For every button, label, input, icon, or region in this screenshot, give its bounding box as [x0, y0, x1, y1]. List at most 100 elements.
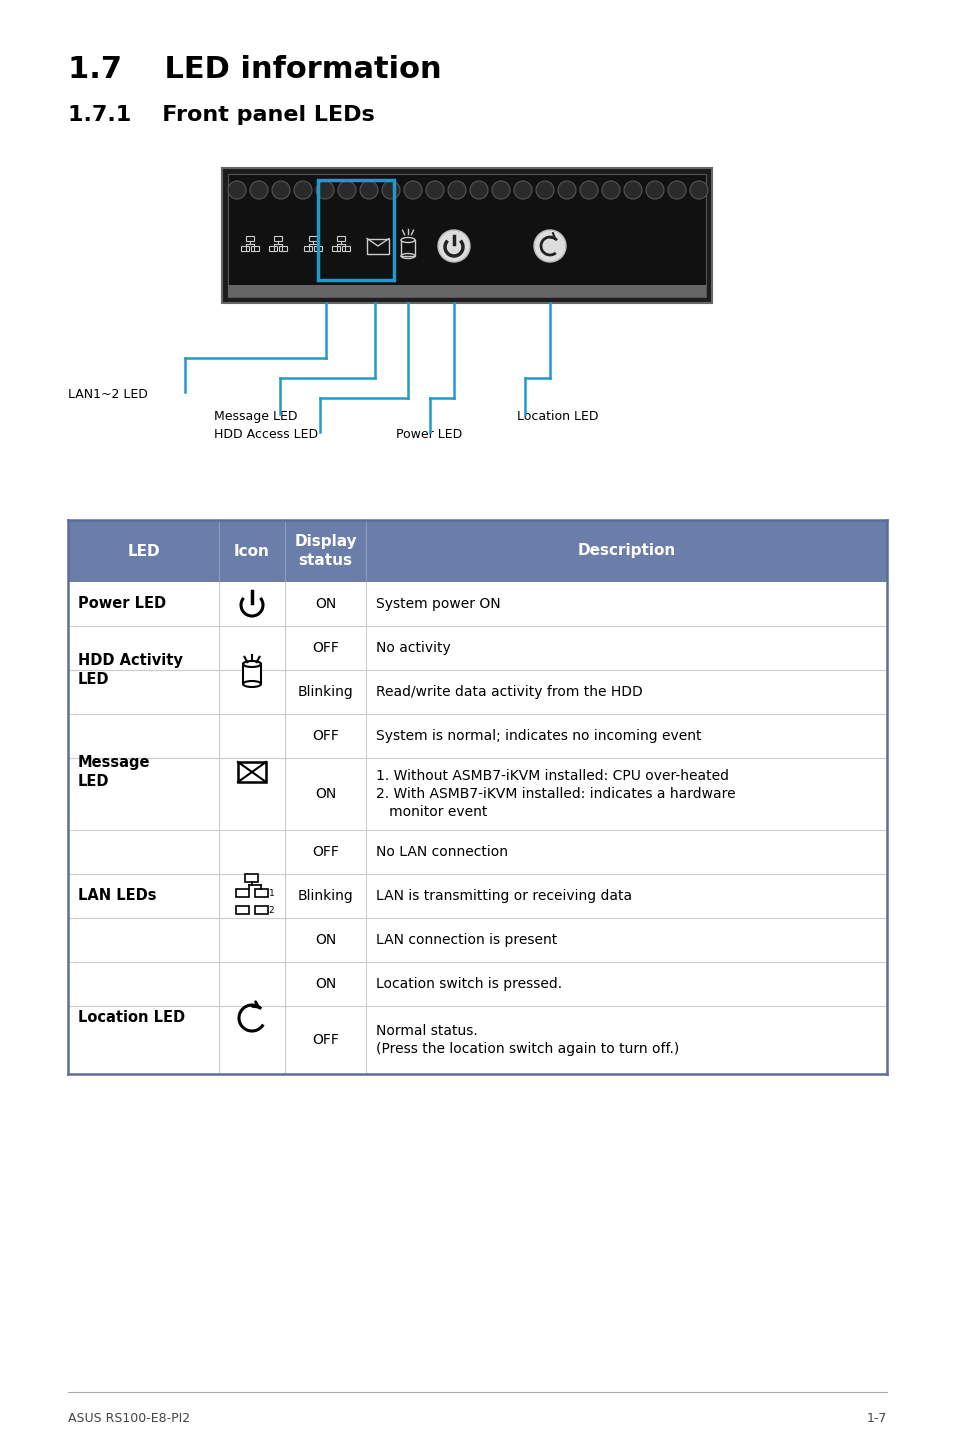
Circle shape [426, 181, 443, 198]
Circle shape [250, 181, 268, 198]
Bar [241, 246, 249, 252]
Circle shape [337, 181, 355, 198]
Text: OFF: OFF [312, 729, 338, 743]
Text: Description: Description [577, 544, 675, 558]
Text: 1: 1 [268, 889, 274, 897]
Text: Location LED: Location LED [78, 1011, 185, 1025]
Bar [254, 906, 268, 915]
Text: Blinking: Blinking [297, 684, 353, 699]
Circle shape [492, 181, 510, 198]
Ellipse shape [243, 661, 261, 667]
Circle shape [315, 181, 334, 198]
Circle shape [514, 181, 532, 198]
Text: Display
status: Display status [294, 533, 356, 568]
Text: ON: ON [314, 787, 335, 801]
Bar [68, 670, 886, 715]
Text: ON: ON [314, 976, 335, 991]
Bar [228, 174, 705, 298]
Bar [317, 180, 394, 280]
Bar [68, 962, 886, 1007]
Bar [68, 626, 886, 670]
Circle shape [558, 181, 576, 198]
Bar [254, 889, 268, 897]
Text: Location switch is pressed.: Location switch is pressed. [375, 976, 561, 991]
Text: OFF: OFF [312, 1032, 338, 1047]
Ellipse shape [400, 237, 415, 243]
Bar [68, 582, 886, 626]
Bar [274, 236, 282, 242]
Text: LAN is transmitting or receiving data: LAN is transmitting or receiving data [375, 889, 632, 903]
Bar [235, 889, 249, 897]
Circle shape [448, 181, 465, 198]
Bar [68, 1007, 886, 1074]
Text: OFF: OFF [312, 846, 338, 858]
Bar [336, 236, 345, 242]
Text: LAN LEDs: LAN LEDs [78, 889, 156, 903]
Text: No activity: No activity [375, 641, 450, 654]
Text: 1-7: 1-7 [865, 1412, 886, 1425]
Text: LAN1~2 LED: LAN1~2 LED [68, 388, 148, 401]
Text: LAN connection is present: LAN connection is present [375, 933, 557, 948]
Circle shape [667, 181, 685, 198]
Text: ASUS RS100-E8-PI2: ASUS RS100-E8-PI2 [68, 1412, 190, 1425]
Circle shape [228, 181, 246, 198]
Text: Message LED: Message LED [213, 410, 297, 423]
Text: ON: ON [314, 597, 335, 611]
Bar [222, 168, 711, 303]
Bar [341, 246, 350, 252]
Bar [68, 715, 886, 758]
Text: HDD Activity
LED: HDD Activity LED [78, 653, 183, 687]
Bar [243, 664, 261, 684]
Bar [246, 236, 253, 242]
Bar [400, 240, 415, 256]
Bar [68, 758, 886, 830]
Text: Icon: Icon [233, 544, 270, 558]
Circle shape [381, 181, 399, 198]
Bar [251, 246, 258, 252]
Bar [332, 246, 339, 252]
Circle shape [359, 181, 377, 198]
Circle shape [536, 181, 554, 198]
Bar [304, 246, 312, 252]
Bar [278, 246, 287, 252]
Circle shape [294, 181, 312, 198]
Bar [68, 917, 886, 962]
Circle shape [645, 181, 663, 198]
Text: Power LED: Power LED [395, 429, 462, 441]
Circle shape [403, 181, 421, 198]
Text: 1. Without ASMB7-iKVM installed: CPU over-heated
2. With ASMB7-iKVM installed: i: 1. Without ASMB7-iKVM installed: CPU ove… [375, 768, 735, 820]
Text: Read/write data activity from the HDD: Read/write data activity from the HDD [375, 684, 642, 699]
Text: OFF: OFF [312, 641, 338, 654]
Circle shape [623, 181, 641, 198]
Bar [68, 830, 886, 874]
Text: System is normal; indicates no incoming event: System is normal; indicates no incoming … [375, 729, 700, 743]
Text: Power LED: Power LED [78, 597, 166, 611]
Text: 1.7.1    Front panel LEDs: 1.7.1 Front panel LEDs [68, 105, 375, 125]
Bar [68, 874, 886, 917]
Bar [367, 239, 389, 253]
Text: 1.7    LED information: 1.7 LED information [68, 55, 441, 83]
Circle shape [534, 230, 565, 262]
Text: Location LED: Location LED [517, 410, 598, 423]
Bar [314, 246, 322, 252]
Text: Blinking: Blinking [297, 889, 353, 903]
Circle shape [689, 181, 707, 198]
Text: HDD Access LED: HDD Access LED [213, 429, 317, 441]
Bar [68, 521, 886, 582]
Circle shape [601, 181, 619, 198]
Text: Normal status.
(Press the location switch again to turn off.): Normal status. (Press the location switc… [375, 1024, 679, 1055]
Text: No LAN connection: No LAN connection [375, 846, 507, 858]
Bar [245, 874, 258, 881]
Text: LED: LED [127, 544, 160, 558]
Bar [235, 906, 249, 915]
Text: Message
LED: Message LED [78, 755, 151, 789]
Circle shape [579, 181, 598, 198]
Ellipse shape [243, 682, 261, 687]
Text: System power ON: System power ON [375, 597, 500, 611]
Text: ON: ON [314, 933, 335, 948]
Circle shape [272, 181, 290, 198]
Circle shape [437, 230, 470, 262]
Bar [228, 285, 705, 298]
Bar [309, 236, 316, 242]
Text: 2: 2 [268, 906, 274, 915]
